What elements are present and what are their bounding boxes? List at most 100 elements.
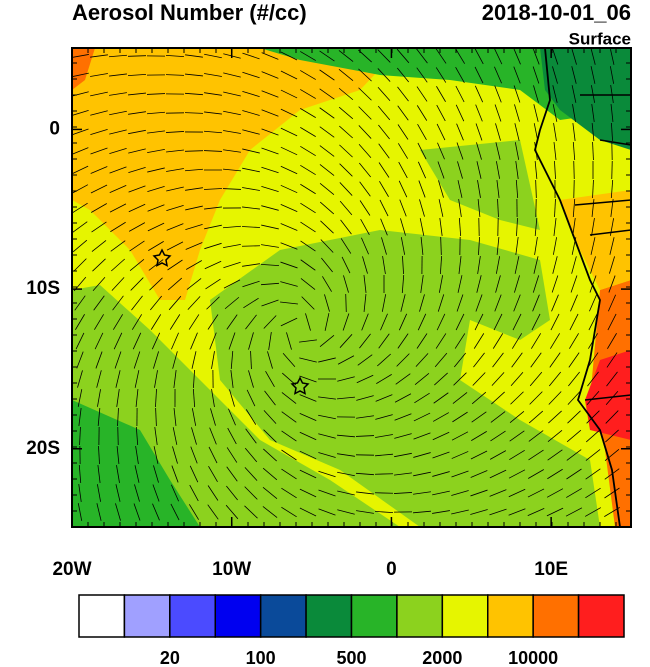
wind-vector [152,484,160,502]
wind-vector [98,445,100,465]
wind-vector [300,108,316,118]
wind-vector [567,391,581,405]
wind-vector [185,205,203,211]
wind-vector [228,408,236,426]
wind-vector [261,109,279,117]
wind-vector [565,507,583,517]
wind-vector [413,452,431,458]
wind-vector [261,166,279,174]
wind-vector [553,142,557,160]
wind-vector [170,484,180,502]
wind-vector [191,427,197,445]
wind-vector [299,469,317,479]
wind-vector [92,258,106,272]
wind-vector [280,127,298,137]
wind-vector [607,313,617,331]
wind-vector [416,333,428,349]
wind-vector [456,123,464,141]
wind-vector [416,86,428,102]
wind-vector [394,393,412,403]
wind-vector [171,332,179,350]
wind-vector [527,488,545,498]
wind-vector [280,184,298,194]
wind-vector [191,351,197,369]
wind-vector [419,294,425,312]
wind-vector [568,352,580,368]
wind-vector [451,470,469,478]
wind-vector [394,452,412,458]
wind-vector [339,334,353,348]
wind-vector [434,352,448,368]
wind-vector [376,374,392,384]
wind-vector [149,295,163,311]
wind-vector [319,145,335,157]
wind-vector [224,296,240,310]
wind-vector [547,430,563,442]
wind-vector [153,351,159,369]
wind-vector [569,333,579,349]
colorbar-label: 20 [160,648,180,667]
wind-vector [546,488,564,498]
colorbar-label: 100 [246,648,276,667]
wind-vector [319,164,335,176]
site-markers [152,248,310,395]
wind-vector [494,104,502,122]
wind-vector [571,66,577,84]
wind-vector [280,223,298,231]
x-tick-label: 20W [52,559,91,580]
wind-vector [395,373,411,385]
wind-vector [381,294,387,312]
wind-vector [470,489,488,497]
wind-vector [397,143,409,159]
wind-vector [95,351,103,369]
wind-vector [172,446,178,464]
wind-vector [337,490,355,496]
wind-vector [300,183,316,195]
wind-vector [477,256,481,274]
wind-vector [417,142,427,160]
wind-vector [90,91,108,97]
wind-vector [470,509,488,515]
x-tick-label: 10W [212,559,251,580]
wind-vector [319,69,335,81]
wind-vector [475,123,483,141]
wind-vector [115,484,121,502]
wind-vector [532,66,540,84]
colorbar-box [487,594,534,638]
wind-vector [566,488,582,498]
wind-vector [184,112,204,114]
wind-vector [337,396,355,400]
wind-vector [516,217,518,237]
wind-vector [338,87,354,101]
wind-vector [147,167,165,173]
wind-vector [452,392,468,404]
wind-vector [433,392,449,404]
wind-vector [432,490,450,496]
wind-vector [78,464,82,484]
wind-vector [337,355,355,365]
wind-vector [109,148,127,154]
wind-vector [527,508,545,516]
wind-vector [400,237,406,255]
wind-vector [534,237,538,255]
wind-vector [223,149,241,153]
wind-vector [96,484,102,502]
wind-vector [513,66,521,84]
wind-vector [607,333,617,349]
wind-vector [513,85,521,103]
wind-vector [263,448,277,462]
wind-vector [280,242,298,250]
wind-vector [436,313,446,331]
wind-vector [154,427,158,445]
wind-vector [471,431,487,441]
wind-vector [511,333,523,349]
wind-vector [472,372,486,386]
wind-vector [241,245,261,247]
wind-vector [437,294,445,312]
wind-vector [363,294,367,312]
wind-vector [474,85,484,103]
wind-vector [393,492,413,494]
wind-vector [185,187,203,191]
wind-vector [554,198,556,218]
wind-vector [90,166,108,174]
